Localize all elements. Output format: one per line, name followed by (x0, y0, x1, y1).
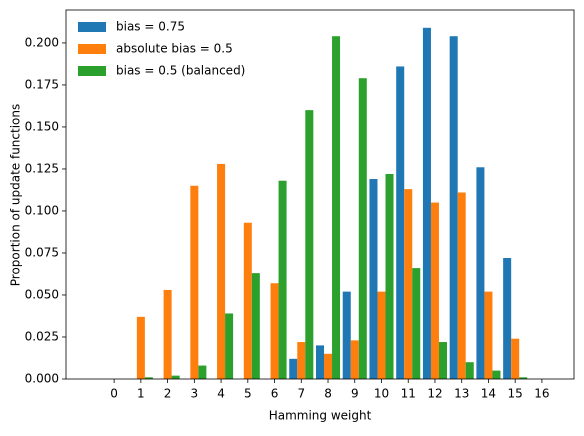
y-tick-label: 0.075 (25, 245, 59, 259)
bar (519, 377, 528, 379)
bar (476, 167, 485, 379)
bar (289, 358, 298, 379)
bar (278, 180, 287, 379)
x-tick-label: 5 (244, 387, 252, 401)
x-tick-label: 11 (401, 387, 416, 401)
bar (457, 192, 466, 379)
bar (369, 179, 378, 379)
x-tick-label: 12 (427, 387, 442, 401)
bar (163, 289, 172, 379)
x-tick-label: 6 (271, 387, 279, 401)
x-tick-label: 8 (324, 387, 332, 401)
x-tick-label: 13 (454, 387, 469, 401)
legend-swatch (78, 44, 106, 54)
bar (144, 377, 153, 379)
legend-swatch (78, 66, 106, 76)
bar (324, 353, 333, 379)
x-tick-label: 3 (191, 387, 199, 401)
bar (225, 313, 234, 379)
legend-swatch (78, 22, 106, 32)
bar (385, 174, 394, 379)
y-axis-label: Proportion of update functions (9, 104, 23, 286)
y-tick-label: 0.000 (25, 372, 59, 386)
legend-label: absolute bias = 0.5 (116, 42, 233, 56)
bar (171, 375, 180, 379)
bar (511, 338, 520, 379)
x-tick-label: 9 (351, 387, 359, 401)
x-tick-label: 14 (481, 387, 496, 401)
bar (243, 222, 252, 379)
bar (377, 291, 386, 379)
bar (465, 362, 474, 379)
bar (136, 316, 145, 379)
x-tick-label: 16 (534, 387, 549, 401)
bar (396, 66, 405, 379)
x-tick-label: 4 (217, 387, 225, 401)
bar (503, 258, 512, 379)
y-tick-label: 0.050 (25, 287, 59, 301)
bar (251, 273, 260, 379)
bar (297, 342, 306, 379)
y-tick-label: 0.175 (25, 77, 59, 91)
y-tick-label: 0.125 (25, 161, 59, 175)
x-tick-label: 15 (508, 387, 523, 401)
x-axis-label: Hamming weight (269, 409, 372, 423)
bar (412, 268, 421, 379)
bar (217, 163, 226, 379)
bar (332, 36, 341, 380)
bar (315, 345, 325, 379)
bar (438, 342, 447, 379)
bar (492, 370, 501, 379)
bar (430, 202, 439, 379)
bar (358, 78, 367, 379)
x-tick-label: 0 (110, 387, 118, 401)
bar (350, 340, 359, 379)
bar (305, 110, 314, 380)
bar (404, 189, 413, 379)
y-tick-label: 0.025 (25, 329, 59, 343)
x-tick-label: 10 (374, 387, 389, 401)
bar (422, 27, 431, 380)
y-tick-label: 0.100 (25, 203, 59, 217)
legend-label: bias = 0.5 (balanced) (116, 64, 245, 78)
x-tick-label: 7 (297, 387, 305, 401)
bar (484, 291, 493, 379)
x-tick-label: 2 (164, 387, 172, 401)
legend-label: bias = 0.75 (116, 20, 185, 34)
y-tick-label: 0.150 (25, 119, 59, 133)
bar (342, 291, 351, 379)
bar (449, 36, 458, 380)
plot-frame (65, 9, 575, 380)
bar (270, 283, 279, 379)
bar (190, 185, 199, 379)
y-tick-label: 0.200 (25, 35, 59, 49)
bar (198, 365, 207, 379)
x-tick-label: 1 (137, 387, 145, 401)
